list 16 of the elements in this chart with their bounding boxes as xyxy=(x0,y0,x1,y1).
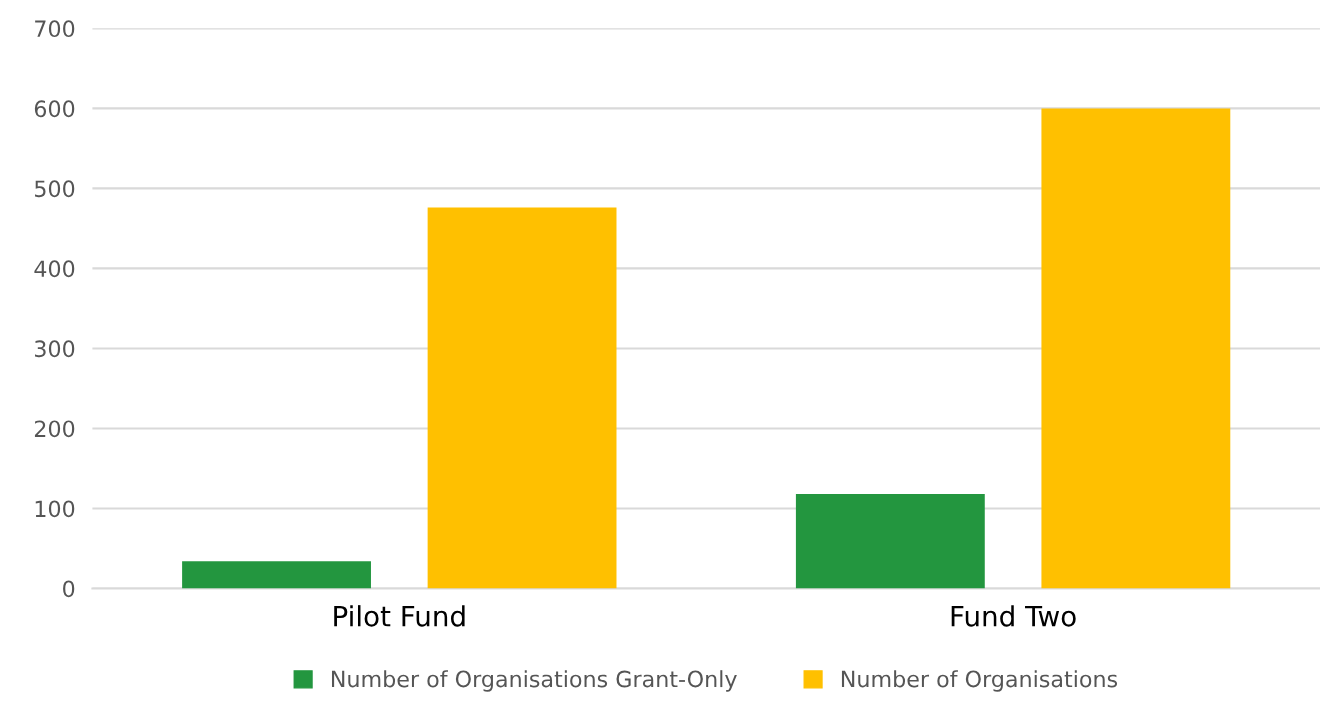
y-tick-label: 0 xyxy=(63,580,75,598)
legend-label: Number of Organisations xyxy=(841,670,1118,692)
bar xyxy=(427,207,617,589)
y-tick-label: 300 xyxy=(35,340,75,358)
y-tick-label: 100 xyxy=(35,500,75,518)
y-tick-label: 200 xyxy=(34,420,75,438)
y-tick-label: 400 xyxy=(34,260,75,278)
bar xyxy=(795,494,985,589)
y-tick-label: 700 xyxy=(35,20,75,38)
bar xyxy=(1041,108,1231,589)
y-tick-label: 600 xyxy=(34,100,75,118)
legend-label: Number of Organisations Grant-Only xyxy=(331,670,737,692)
bar xyxy=(182,561,371,589)
x-tick-label: Pilot Fund xyxy=(334,605,465,627)
x-tick-label: Fund Two xyxy=(951,605,1076,627)
y-tick-label: 500 xyxy=(35,180,75,198)
